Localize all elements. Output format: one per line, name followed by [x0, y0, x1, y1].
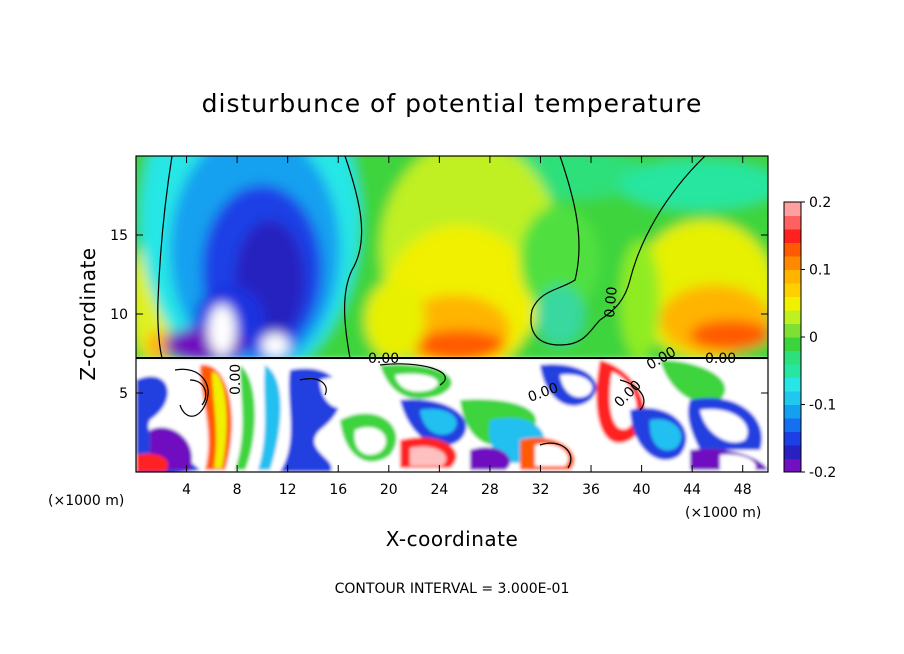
y-tick-label: 5 [119, 386, 128, 402]
x-tick-label: 16 [329, 482, 347, 498]
x-tick-label: 12 [279, 482, 297, 498]
colorbar-swatch [784, 377, 801, 392]
y-axis-label: Z-coordinate [76, 247, 100, 380]
y-tick-label: 10 [110, 307, 128, 323]
contour-label: 0.00 [705, 351, 736, 367]
colorbar-tick-label: 0.1 [809, 263, 831, 279]
plot-area: 0.00 0.00 0.00 0.00 0.00 0.00 0.00 [136, 156, 768, 472]
colorbar-swatch [784, 404, 801, 419]
x-tick-label: 36 [582, 482, 600, 498]
colorbar: 0.2 0.1 0 -0.1 -0.2 [783, 195, 836, 481]
colorbar-tick-label: -0.2 [809, 465, 836, 481]
colorbar-swatch [784, 283, 801, 297]
x-tick-label: 4 [182, 482, 191, 498]
x-unit-left: (×1000 m) [48, 493, 124, 509]
x-tick-label: 48 [734, 482, 752, 498]
chart-title: disturbunce of potential temperature [202, 89, 703, 118]
colorbar-swatch [784, 256, 801, 270]
colorbar-swatch [784, 458, 801, 473]
heatmap-lower [136, 358, 768, 472]
colorbar-swatch [784, 202, 801, 216]
colorbar-swatch [784, 418, 801, 432]
contour-label: 0.00 [368, 351, 399, 367]
x-axis: 4 8 12 16 20 24 28 32 36 40 44 48 [182, 156, 752, 498]
x-tick-label: 32 [532, 482, 550, 498]
colorbar-ticks: 0.2 0.1 0 -0.1 -0.2 [801, 195, 836, 481]
contour-label: 0.00 [602, 286, 621, 318]
colorbar-tick-label: 0 [809, 330, 818, 346]
colorbar-swatch [784, 364, 801, 378]
y-tick-label: 15 [110, 228, 128, 244]
colorbar-swatch [784, 431, 801, 446]
x-tick-label: 44 [683, 482, 701, 498]
contour-lines [157, 156, 706, 469]
colorbar-swatch [784, 445, 801, 459]
colorbar-swatch [784, 310, 801, 324]
contour-interval-note: CONTOUR INTERVAL = 3.000E-01 [335, 581, 570, 597]
x-unit-right: (×1000 m) [685, 505, 761, 521]
colorbar-swatch [784, 337, 801, 351]
colorbar-tick-label: -0.1 [809, 398, 836, 414]
colorbar-swatch [784, 242, 801, 257]
colorbar-swatch [784, 215, 801, 230]
x-axis-label: X-coordinate [386, 527, 519, 551]
colorbar-swatch [784, 296, 801, 311]
colorbar-tick-label: 0.2 [809, 195, 831, 211]
contour-label: 0.00 [228, 364, 244, 395]
x-tick-label: 24 [430, 482, 448, 498]
colorbar-swatch [784, 323, 801, 338]
x-tick-label: 28 [481, 482, 499, 498]
y-axis: 5 10 15 [110, 228, 768, 402]
colorbar-scale [784, 202, 801, 473]
colorbar-swatch [784, 229, 801, 243]
colorbar-swatch [784, 350, 801, 365]
x-tick-label: 20 [380, 482, 398, 498]
x-tick-label: 8 [233, 482, 242, 498]
colorbar-swatch [784, 391, 801, 405]
colorbar-swatch [784, 269, 801, 284]
heatmap-upper [136, 156, 768, 380]
x-tick-label: 40 [633, 482, 651, 498]
